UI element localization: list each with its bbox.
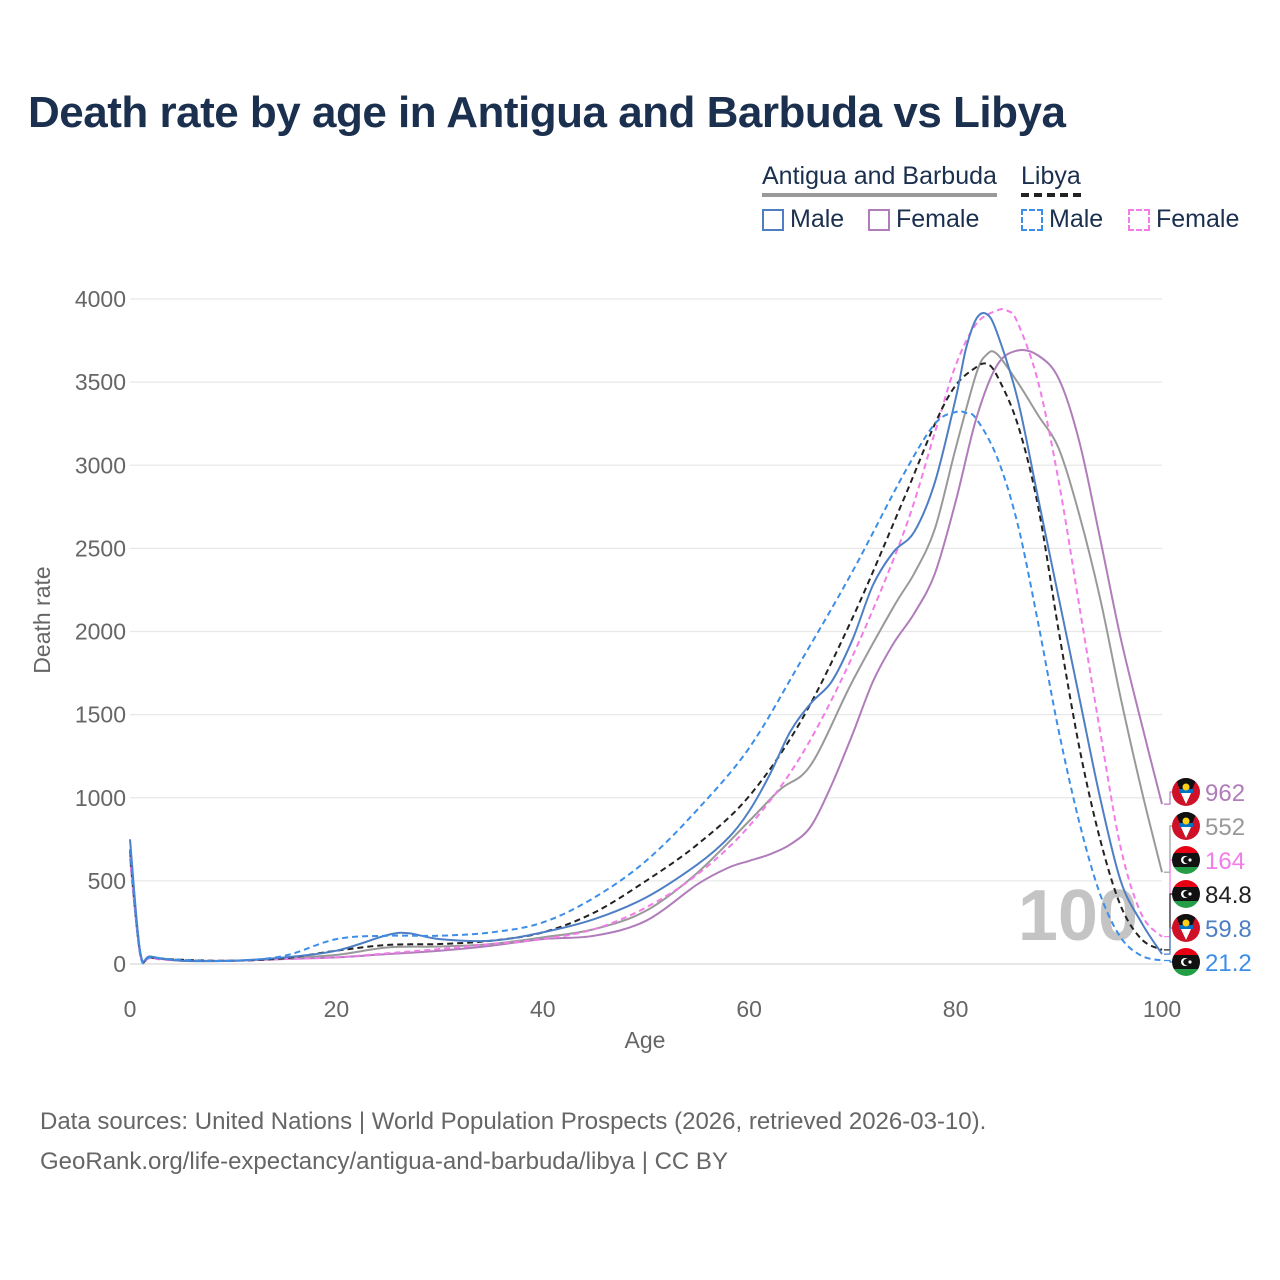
series-line-libya-male[interactable] <box>129 410 1163 965</box>
gridlines <box>130 298 1162 965</box>
legend-group-libya[interactable]: Libya <box>1021 162 1081 197</box>
x-axis-ticks: 0 20 40 60 80 100 <box>124 996 1182 1022</box>
line-chart: 0 500 1000 1500 2000 2500 3000 3500 4000 0 20 40 60… <box>29 286 1252 1053</box>
y-tick-label: 3000 <box>75 452 126 478</box>
legend-group-antigua[interactable]: Antigua and Barbuda <box>762 162 997 197</box>
end-label-value: 59.8 <box>1205 916 1252 943</box>
legend-group-line-dashed <box>1021 193 1081 197</box>
x-tick-label: 20 <box>324 996 350 1022</box>
legend-swatch <box>1021 208 1043 231</box>
x-tick-label: 80 <box>943 996 969 1022</box>
year-watermark: 100 <box>1018 876 1138 956</box>
series-line-libya-both[interactable] <box>129 362 1163 964</box>
legend-item-label: Female <box>896 205 980 233</box>
series-lines <box>129 308 1163 965</box>
series-line-antigua-and-barbuda-female[interactable] <box>129 348 1163 964</box>
flag-icon <box>1172 914 1200 942</box>
x-axis-title: Age <box>625 1027 666 1053</box>
y-tick-label: 500 <box>88 868 126 894</box>
y-tick-label: 2000 <box>75 619 126 645</box>
series-line-antigua-and-barbuda-both[interactable] <box>129 350 1163 964</box>
end-label-value: 21.2 <box>1205 950 1252 977</box>
legend-swatch <box>762 208 784 231</box>
legend-item-antigua-female[interactable]: Female <box>868 205 979 234</box>
x-tick-label: 40 <box>530 996 556 1022</box>
flag-icon <box>1172 846 1200 874</box>
series-line-libya-female[interactable] <box>129 308 1163 965</box>
end-labels: 962 552 164 84.8 59.8 21.2 <box>1164 778 1252 977</box>
legend-swatch <box>868 208 890 231</box>
flag-icon <box>1172 880 1200 908</box>
footer-url[interactable]: GeoRank.org/life-expectancy/antigua-and-… <box>40 1148 728 1175</box>
legend-item-label: Female <box>1156 205 1240 233</box>
legend-item-libya-male[interactable]: Male <box>1021 205 1103 234</box>
y-tick-label: 2500 <box>75 535 126 561</box>
y-tick-label: 1000 <box>75 785 126 811</box>
x-tick-label: 60 <box>736 996 762 1022</box>
end-label-value: 552 <box>1205 814 1245 841</box>
y-axis-ticks: 0 500 1000 1500 2000 2500 3000 3500 4000 <box>75 286 126 977</box>
series-line-antigua-and-barbuda-male[interactable] <box>129 311 1163 963</box>
flag-icon <box>1172 948 1200 976</box>
legend-item-libya-female[interactable]: Female <box>1128 205 1239 234</box>
y-tick-label: 3500 <box>75 369 126 395</box>
legend-item-label: Male <box>790 205 845 233</box>
end-label-value: 962 <box>1205 780 1245 807</box>
legend-group-line-solid <box>762 193 997 197</box>
x-tick-label: 0 <box>124 996 137 1022</box>
end-label-value: 84.8 <box>1205 882 1252 909</box>
y-axis-title: Death rate <box>29 566 55 673</box>
flag-icon <box>1172 778 1200 806</box>
legend-item-label: Male <box>1049 205 1104 233</box>
footer-sources: Data sources: United Nations | World Pop… <box>40 1108 987 1135</box>
end-label-value: 164 <box>1205 848 1245 875</box>
x-tick-label: 100 <box>1143 996 1181 1022</box>
chart-title: Death rate by age in Antigua and Barbuda… <box>28 88 1066 137</box>
legend-swatch <box>1128 208 1150 231</box>
y-tick-label: 1500 <box>75 702 126 728</box>
legend-group-label: Libya <box>1021 162 1081 190</box>
flag-icon <box>1172 812 1200 840</box>
y-tick-label: 0 <box>113 951 126 977</box>
legend-item-antigua-male[interactable]: Male <box>762 205 844 234</box>
y-tick-label: 4000 <box>75 286 126 312</box>
legend-group-label: Antigua and Barbuda <box>762 162 997 190</box>
